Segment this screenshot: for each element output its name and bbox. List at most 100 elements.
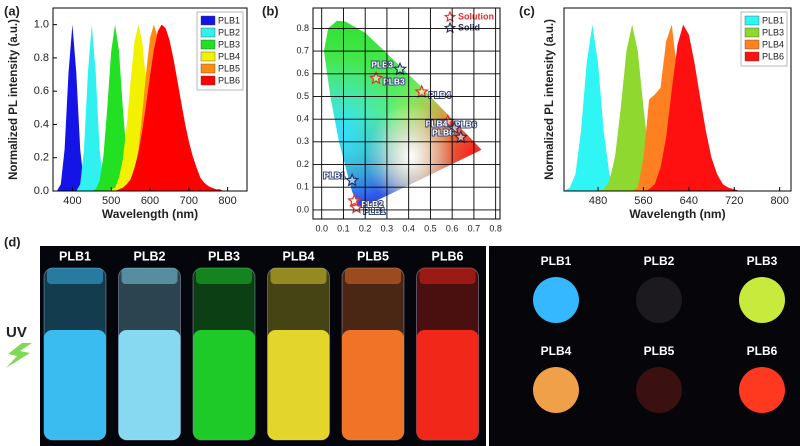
plot-area: [564, 24, 791, 191]
x-tick-label: 600: [141, 195, 159, 207]
vial-liquid: [193, 330, 255, 440]
legend-swatch: [744, 27, 760, 38]
y-tick-label: 0.0: [34, 185, 49, 197]
uv-label: UV: [6, 324, 27, 341]
powder-label: PLB2: [644, 254, 675, 268]
vial-label: PLB5: [357, 249, 389, 263]
legend-swatch: [744, 15, 760, 26]
x-tick-label: 0.7: [468, 223, 481, 233]
y-tick-label: 0.8: [296, 23, 309, 33]
legend-marker: [443, 10, 457, 23]
x-tick-label: 0.6: [446, 223, 459, 233]
legend-label: PLB4: [218, 51, 240, 61]
y-tick-label: 0.2: [296, 159, 309, 169]
y-tick-label: 0.1: [296, 182, 309, 192]
vial-cap: [345, 268, 401, 284]
legend-marker: [443, 21, 457, 34]
x-tick-label: 0.2: [359, 223, 372, 233]
plot-frame: [312, 7, 501, 220]
cie-point: [414, 84, 429, 99]
x-tick-label: 0.8: [489, 223, 502, 233]
vial-liquid: [342, 330, 404, 440]
x-tick-label: 480: [589, 195, 607, 207]
spectrum-area: [53, 24, 247, 191]
spectrum-area: [564, 24, 791, 191]
y-axis-label: Normalized PL intensity (a.u.): [8, 19, 20, 180]
vial-cap: [419, 268, 476, 284]
powder-label: PLB1: [541, 254, 572, 268]
legend-swatch: [744, 51, 760, 62]
point-label: PLB3: [371, 60, 393, 70]
x-tick-label: 0.1: [337, 223, 350, 233]
x-tick-label: 400: [63, 195, 81, 207]
powder-label: PLB5: [644, 344, 675, 358]
panel-label: (b): [262, 3, 279, 18]
legend-label: PLB4: [762, 39, 784, 49]
powder-spot: [533, 277, 579, 323]
y-tick-label: 0.8: [34, 52, 49, 64]
y-tick-label: 0.7: [296, 45, 309, 55]
x-axis-label: Wavelength (nm): [102, 207, 198, 221]
legend-label: PLB1: [218, 15, 240, 25]
vial-cap: [196, 268, 252, 284]
y-tick-label: 0.4: [296, 114, 309, 124]
cie-point: [368, 70, 384, 85]
vial-liquid: [118, 330, 181, 440]
vial-label: PLB1: [59, 249, 91, 263]
powder-spot: [533, 367, 579, 413]
solid-photo: [489, 246, 800, 446]
x-tick-label: 800: [770, 195, 788, 207]
x-tick-label: 0.5: [424, 223, 437, 233]
y-tick-label: 0.0: [296, 204, 309, 214]
powder-spot: [636, 277, 682, 323]
cie-point: [453, 129, 469, 144]
point-label: PLB6: [455, 120, 477, 130]
point-label: PLB1: [323, 171, 345, 181]
x-tick-label: 720: [725, 195, 743, 207]
powder-label: PLB3: [747, 254, 778, 268]
vial-liquid: [267, 330, 330, 440]
powder-spot: [636, 367, 682, 413]
legend-label: PLB2: [218, 27, 240, 37]
plot-frame: [563, 7, 792, 192]
y-tick-label: 0.3: [296, 136, 309, 146]
cie-point: [447, 120, 462, 135]
powder-label: PLB6: [747, 344, 778, 358]
legend-swatch: [744, 39, 760, 50]
vial-label: PLB3: [208, 249, 240, 263]
plot-area: [53, 24, 247, 191]
y-tick-label: 0.5: [296, 91, 309, 101]
spectrum-area: [53, 24, 247, 191]
legend-label: PLB6: [762, 51, 784, 61]
panel-label: (d): [4, 234, 21, 249]
x-tick-label: 800: [218, 195, 236, 207]
legend-label: PLB3: [218, 39, 240, 49]
panel-label: (a): [4, 3, 20, 18]
vial-label: PLB4: [283, 249, 315, 263]
powder-label: PLB4: [541, 344, 572, 358]
spectrum-area: [564, 24, 791, 191]
point-label: PLB1: [363, 206, 385, 216]
spectrum-area: [53, 24, 247, 191]
legend-label: Solid: [458, 22, 480, 32]
vial-cap: [47, 268, 103, 284]
y-axis-label: Normalized PL intensity (a.u.): [544, 19, 556, 180]
point-label: PLB2: [361, 199, 383, 209]
legend-swatch: [200, 15, 216, 26]
x-tick-label: 700: [180, 195, 198, 207]
legend-swatch: [200, 75, 216, 86]
vial-cap: [270, 268, 327, 284]
vial-cap: [121, 268, 178, 284]
y-tick-label: 0.4: [34, 118, 49, 130]
y-tick-label: 0.6: [34, 85, 49, 97]
x-tick-label: 0.3: [381, 223, 394, 233]
vial-liquid: [44, 330, 106, 440]
cie-point: [344, 172, 360, 187]
point-label: PLB4: [429, 90, 451, 100]
x-tick-label: 500: [102, 195, 120, 207]
legend-label: PLB3: [762, 27, 784, 37]
legend-label: Solution: [458, 11, 494, 21]
point-label: PLB6: [432, 128, 454, 138]
legend-label: PLB1: [762, 15, 784, 25]
